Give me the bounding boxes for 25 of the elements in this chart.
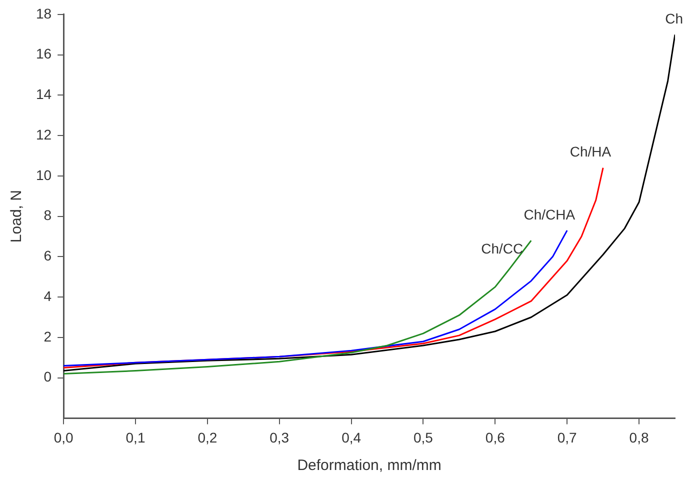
x-tick-label: 0,4 [342, 429, 362, 446]
series-label: Ch/CC [481, 240, 524, 256]
y-tick-label: 4 [44, 288, 52, 304]
series-label: Ch/CHA [524, 206, 576, 222]
x-tick-label: 0,6 [485, 429, 506, 446]
y-tick-label: 14 [36, 86, 52, 102]
x-tick-label: 0,3 [270, 429, 290, 446]
y-tick-label: 0 [44, 368, 52, 385]
x-tick-label: 0,2 [198, 429, 218, 446]
series-label: Ch [665, 10, 683, 26]
x-tick-label: 0,1 [126, 429, 146, 446]
x-tick-label: 0,8 [629, 429, 649, 446]
x-tick-label: 0,5 [414, 429, 434, 446]
y-tick-label: 6 [44, 248, 52, 264]
y-tick-label: 18 [36, 5, 52, 22]
y-axis-title: Load, N [8, 190, 26, 243]
y-tick-label: 8 [44, 207, 52, 224]
x-tick-label: 0,7 [557, 429, 578, 446]
y-tick-label: 2 [44, 328, 52, 344]
x-axis-title: Deformation, mm/mm [297, 457, 442, 474]
y-tick-label: 16 [36, 46, 52, 62]
x-tick-label: 0,0 [54, 429, 74, 446]
y-tick-label: 12 [36, 126, 52, 142]
series-label: Ch/HA [570, 144, 612, 160]
y-tick-label: 10 [36, 166, 52, 183]
